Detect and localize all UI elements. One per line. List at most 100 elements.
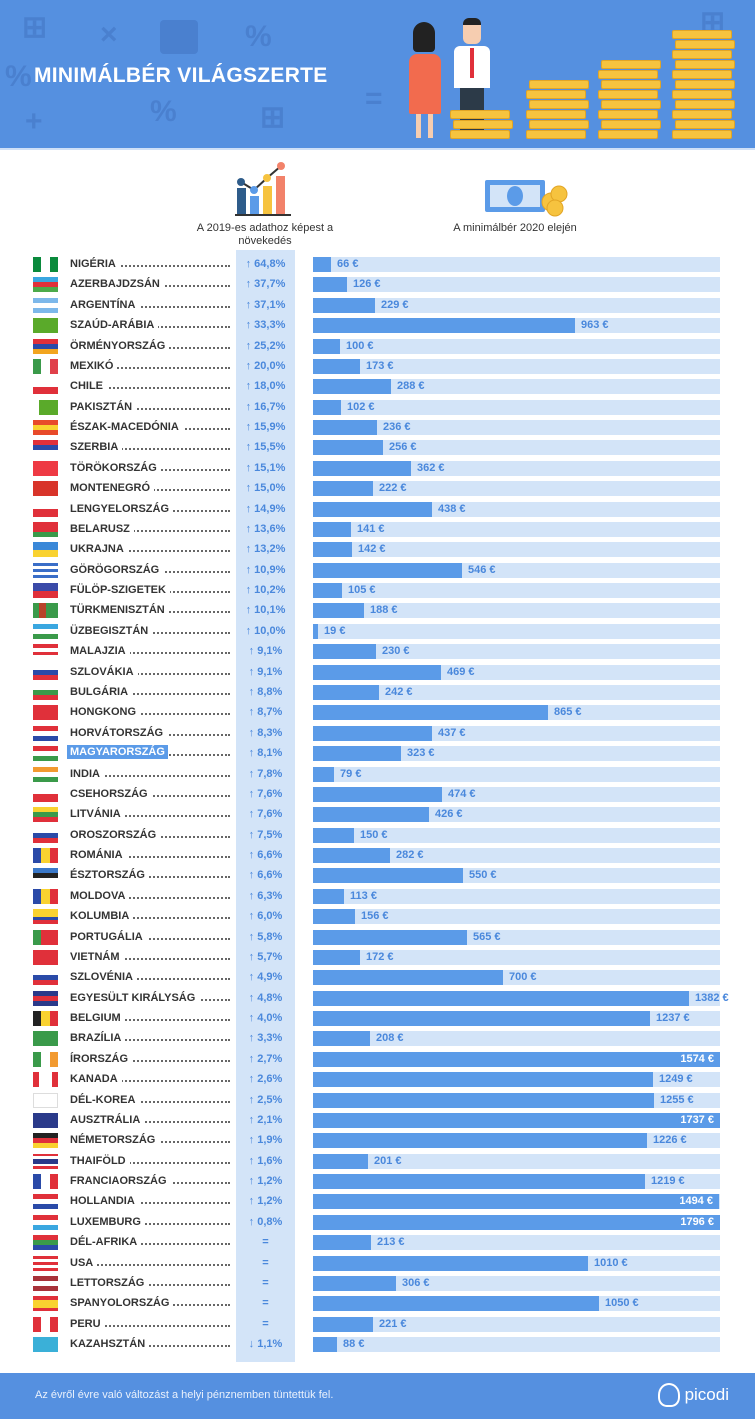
currency-unit: € [358,1338,365,1351]
currency-unit: € [530,971,537,984]
table-row: HOLLANDIA ↑ 1,2% 1494 € [0,1191,755,1211]
currency-unit: € [490,869,497,882]
wage-value: 474 [448,787,467,800]
currency-unit: € [339,624,346,637]
change-value: ↑ 2,7% [248,1052,283,1065]
dot-leader [70,805,230,818]
bar-track [313,542,720,558]
wage-label: 142 € [358,543,386,555]
wage-label: 156 € [361,910,389,922]
wage-label: 1737 € [680,1114,714,1126]
table-row: KANADA ↑ 2,6% 1249 € [0,1069,755,1089]
wage-label: 173 € [366,360,394,372]
wage-bar [313,399,341,415]
table-row: SZERBIA ↑ 15,5% 256 € [0,437,755,457]
table-row: FÜLÖP-SZIGETEK ↑ 10,2% 105 € [0,580,755,600]
flag-icon [33,562,58,578]
wage-bar [313,868,463,884]
wage-label: 221 € [379,1318,407,1330]
wage-bar [313,1174,645,1190]
wage-bar [313,420,377,436]
dot-leader [70,255,230,267]
wage-bar [313,684,379,700]
change-value: ↑ 4,9% [248,971,283,984]
country-name: ROMÁNIA [70,849,127,862]
wage-bar [313,848,390,864]
currency-unit: € [368,400,375,413]
coin [672,90,732,99]
wage-label: 306 € [402,1277,430,1289]
country-name: UKRAJNA [70,543,128,556]
currency-unit: € [722,991,729,1004]
table-row: AZERBAJDZSÁN ↑ 37,7% 126 € [0,274,755,294]
flag-icon [33,1214,58,1230]
table-row: MEXIKÓ ↑ 20,0% 173 € [0,356,755,376]
coin [526,110,586,119]
flag-icon [33,1011,58,1027]
table-row: TÖRÖKORSZÁG ↑ 15,1% 362 € [0,458,755,478]
country-name: DÉL-AFRIKA [70,1236,142,1249]
currency-unit: € [387,950,394,963]
wage-bar [313,623,318,639]
currency-unit: € [410,441,417,454]
wage-label: 141 € [357,523,385,535]
bar-track [313,440,720,456]
currency-unit: € [459,726,466,739]
country-name: PAKISZTÁN [70,400,137,413]
wage-bar [313,705,548,721]
currency-unit: € [438,461,445,474]
bar-track [313,827,720,843]
wage-bar [313,888,344,904]
wage-value: 282 [396,849,415,862]
wage-bar [313,521,351,537]
dot-leader [70,520,230,532]
currency-unit: € [683,1012,690,1025]
table-row: MOLDOVA ↑ 6,3% 113 € [0,886,755,906]
table-row: USA = 1010 € [0,1253,755,1273]
wage-bar [313,358,360,374]
wage-bar [313,1255,588,1271]
table-row: BULGÁRIA ↑ 8,8% 242 € [0,682,755,702]
currency-unit: € [632,1297,639,1310]
flag-icon [33,929,58,945]
wage-value: 1382 [695,991,720,1004]
table-row: DÉL-KOREA ↑ 2,5% 1255 € [0,1090,755,1110]
wage-bar [313,746,401,762]
currency-unit: € [387,359,394,372]
picodi-logo-icon [657,1383,680,1407]
dot-leader [70,1192,230,1205]
change-value: ↑ 15,9% [245,421,286,434]
wage-value: 150 [360,828,379,841]
table-row: PAKISZTÁN ↑ 16,7% 102 € [0,397,755,417]
change-value: ↑ 6,6% [248,869,283,882]
wage-value: 105 [348,584,367,597]
table-row: BELARUSZ ↑ 13,6% 141 € [0,519,755,539]
change-value: ↑ 13,6% [245,522,286,535]
wage-bar [313,1051,720,1067]
coin [598,130,658,139]
flag-icon [33,460,58,476]
flag-icon [33,909,58,925]
bar-track [313,1276,720,1291]
table-row: MONTENEGRÓ ↑ 15,0% 222 € [0,478,755,498]
currency-unit: € [456,808,463,821]
wage-label: 550 € [469,869,497,881]
percent-icon: % [5,60,32,93]
wage-label: 102 € [347,401,375,413]
bar-track [313,481,720,497]
wage-bar [313,766,334,782]
bar-track [313,257,720,272]
wage-bar [313,807,429,823]
wage-label: 126 € [353,278,381,290]
flag-icon [33,440,58,456]
wage-bar [313,297,375,313]
multiply-icon: × [100,18,118,51]
wage-label: 438 € [438,503,466,515]
wage-value: 88 [343,1338,356,1351]
wage-label: 19 € [324,625,345,637]
flag-icon [33,542,58,558]
country-name: SZLOVÉNIA [70,971,137,984]
dot-leader [70,642,230,655]
wage-bar [313,318,575,334]
change-value: ↑ 8,7% [248,706,283,719]
